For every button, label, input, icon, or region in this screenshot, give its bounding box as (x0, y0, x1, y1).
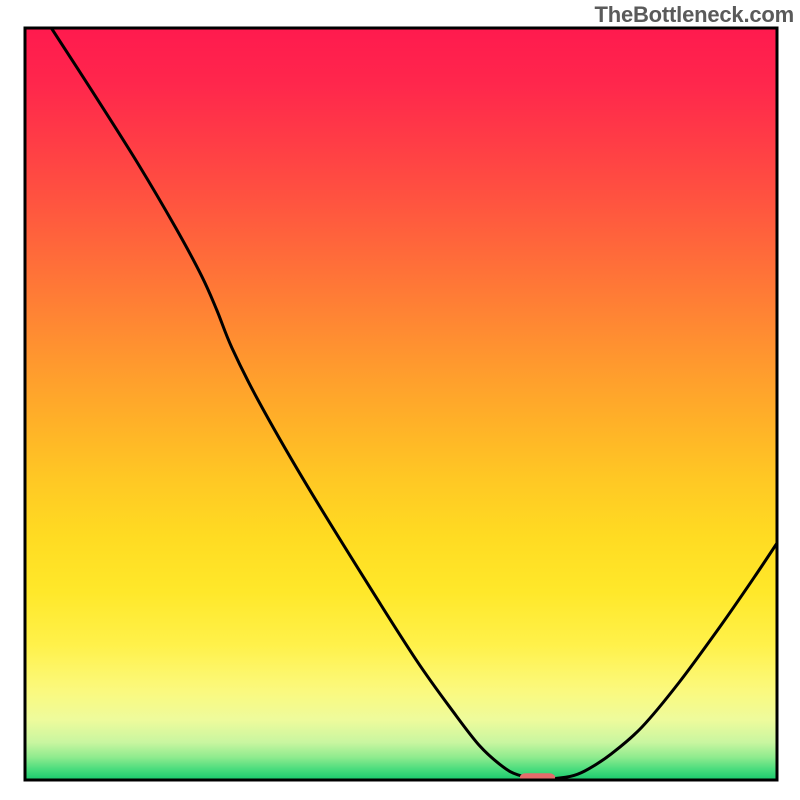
watermark-text: TheBottleneck.com (594, 2, 794, 28)
plot-background-gradient (25, 28, 777, 780)
chart-root: TheBottleneck.com (0, 0, 800, 800)
bottleneck-chart (0, 0, 800, 800)
